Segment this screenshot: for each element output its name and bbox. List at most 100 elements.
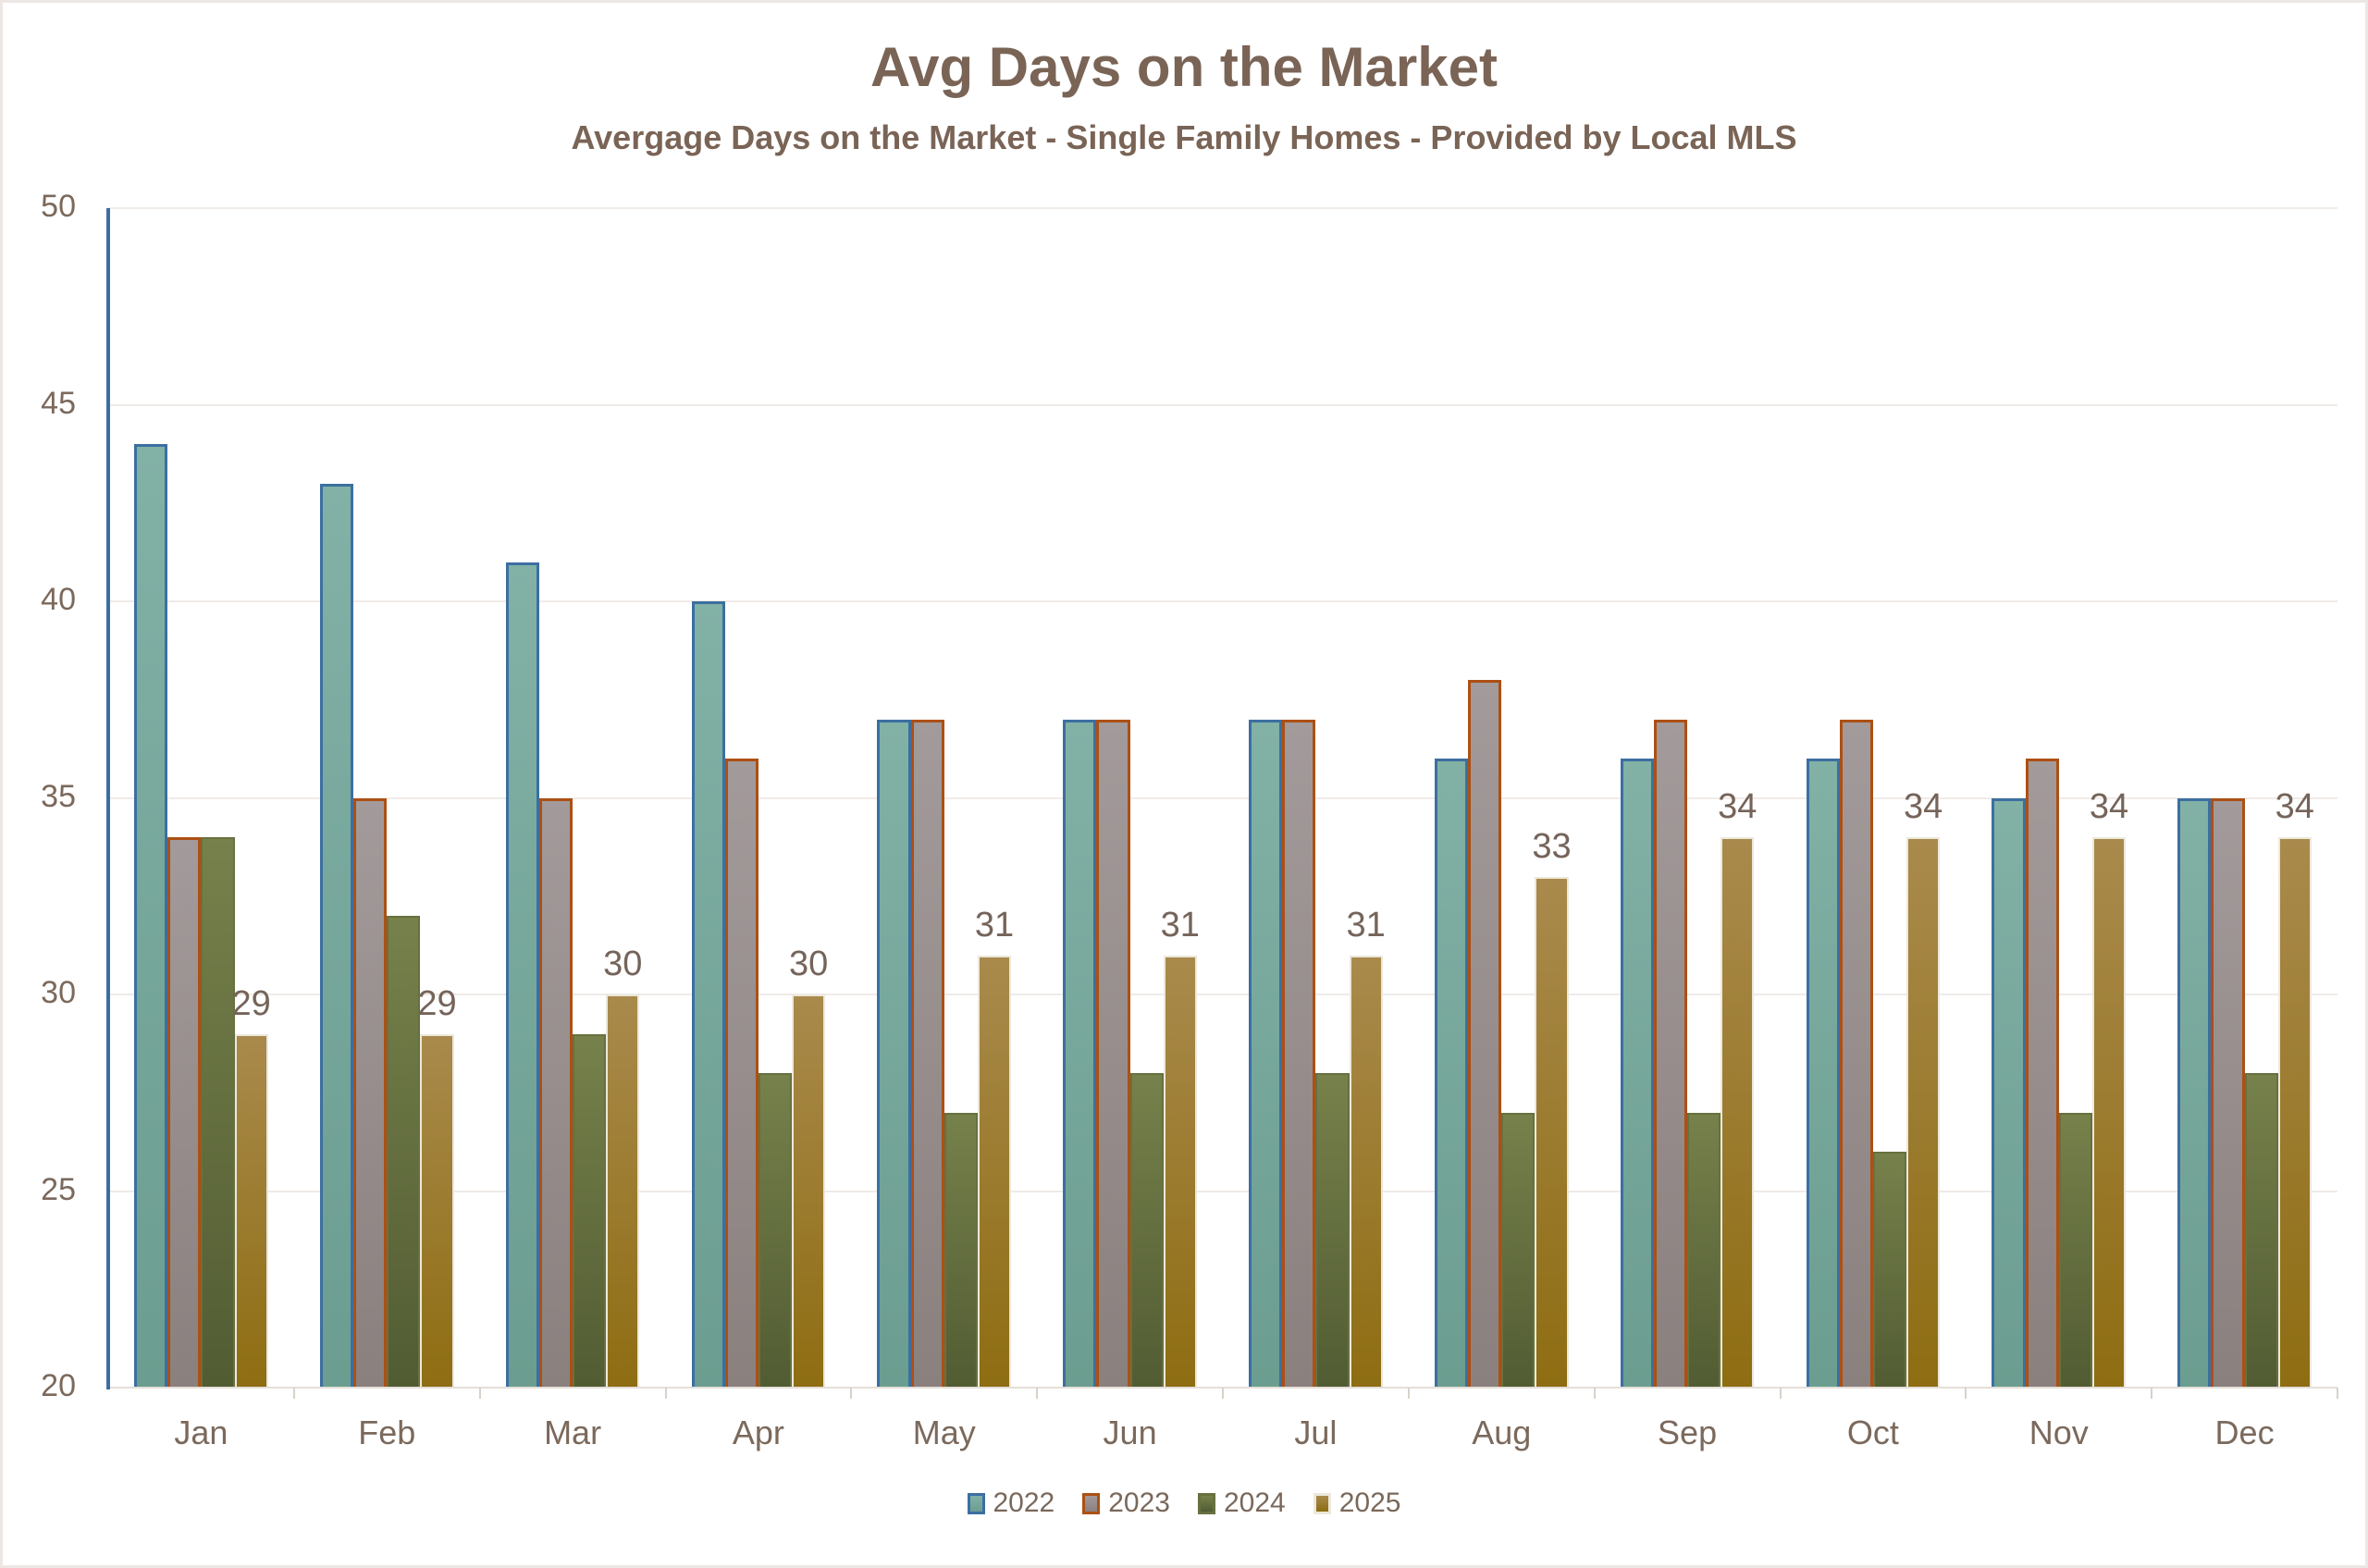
bar-2024-jun	[1129, 1073, 1164, 1388]
data-label-2025-sep: 34	[1718, 787, 1758, 826]
bar-2023-may	[910, 719, 944, 1388]
bar-2022-jan	[134, 444, 168, 1388]
x-axis-label-aug: Aug	[1472, 1414, 1532, 1451]
bar-2024-feb	[387, 916, 421, 1388]
data-label-2025-dec: 34	[2275, 787, 2314, 826]
bar-2025-sep	[1720, 837, 1755, 1388]
data-label-2025-jun: 31	[1160, 905, 1200, 945]
y-axis-line	[106, 208, 110, 1389]
bar-2025-nov	[2091, 837, 2127, 1388]
bar-2023-sep	[1653, 719, 1688, 1388]
legend-item-2024: 2024	[1198, 1488, 1286, 1519]
legend-item-2022: 2022	[967, 1488, 1055, 1519]
chart-subtitle: Avergage Days on the Market - Single Fam…	[571, 118, 1797, 156]
bar-2024-may	[944, 1112, 978, 1388]
x-axis-label-oct: Oct	[1846, 1414, 1899, 1451]
y-axis-label-45: 45	[41, 385, 76, 421]
bar-2022-may	[877, 719, 911, 1388]
bar-2025-dec	[2277, 837, 2312, 1388]
data-label-2025-oct: 34	[1904, 787, 1943, 826]
x-tickmark	[1593, 1388, 1596, 1399]
y-axis-label-50: 50	[41, 189, 76, 224]
data-label-2025-jan: 29	[231, 983, 271, 1023]
x-tickmark	[1407, 1388, 1410, 1399]
bar-2025-jul	[1349, 955, 1383, 1388]
data-label-2025-may: 31	[974, 905, 1015, 945]
legend-item-2025: 2025	[1313, 1488, 1401, 1519]
bar-2023-aug	[1468, 680, 1502, 1388]
bar-2023-apr	[724, 759, 758, 1388]
bar-2024-mar	[573, 1033, 607, 1388]
bar-2022-nov	[1992, 797, 2026, 1388]
data-label-2025-feb: 29	[417, 983, 457, 1023]
x-tickmark	[1779, 1388, 1782, 1399]
data-label-2025-mar: 30	[603, 945, 643, 983]
bar-2022-oct	[1806, 759, 1840, 1388]
bar-2023-mar	[538, 797, 574, 1388]
bar-2025-jun	[1163, 955, 1197, 1388]
bar-2023-jun	[1096, 719, 1130, 1388]
bar-2024-jan	[201, 837, 235, 1388]
bar-2024-aug	[1501, 1112, 1536, 1388]
y-axis-label-25: 25	[41, 1171, 76, 1207]
bar-2025-mar	[606, 994, 640, 1388]
x-tickmark	[292, 1388, 295, 1399]
x-axis-label-dec: Dec	[2214, 1414, 2275, 1451]
bar-2022-jun	[1063, 719, 1097, 1388]
bar-2023-jul	[1282, 719, 1316, 1388]
gridline-50	[108, 207, 2337, 209]
bar-2025-aug	[1535, 876, 1569, 1388]
legend: 2022 2023 2024 2025	[0, 1488, 2368, 1519]
bar-2023-dec	[2211, 797, 2245, 1388]
legend-swatch-2023	[1082, 1492, 1101, 1514]
x-tickmark	[2337, 1388, 2338, 1399]
x-tickmark	[664, 1388, 667, 1399]
x-axis-label-sep: Sep	[1658, 1414, 1718, 1451]
legend-swatch-2024	[1198, 1492, 1215, 1514]
gridline-30	[108, 994, 2337, 995]
x-axis-label-apr: Apr	[732, 1414, 784, 1451]
bar-2024-dec	[2244, 1073, 2278, 1388]
legend-label-2022: 2022	[993, 1488, 1055, 1518]
data-label-2025-jul: 31	[1346, 905, 1386, 945]
bar-2022-dec	[2177, 797, 2212, 1388]
data-label-2025-aug: 33	[1532, 826, 1572, 866]
x-axis-label-mar: Mar	[544, 1414, 602, 1451]
legend-label-2024: 2024	[1224, 1488, 1286, 1518]
bar-2025-feb	[420, 1033, 454, 1388]
x-axis-label-jan: Jan	[174, 1414, 228, 1451]
y-axis-label-20: 20	[41, 1368, 76, 1403]
bar-2022-mar	[505, 562, 539, 1388]
bar-2025-may	[977, 955, 1012, 1388]
bar-2024-apr	[758, 1073, 793, 1388]
bar-2025-apr	[792, 994, 826, 1388]
bar-2023-jan	[167, 837, 202, 1388]
x-axis-label-nov: Nov	[2029, 1414, 2089, 1451]
x-axis-label-jun: Jun	[1103, 1414, 1157, 1451]
bar-2022-aug	[1434, 759, 1469, 1388]
legend-swatch-2022	[967, 1492, 985, 1514]
x-tickmark	[850, 1388, 853, 1399]
gridline-25	[108, 1190, 2337, 1192]
legend-swatch-2025	[1313, 1492, 1331, 1514]
bar-2025-oct	[1906, 837, 1941, 1388]
y-axis-label-35: 35	[41, 778, 76, 814]
x-tickmark	[1965, 1388, 1967, 1399]
data-label-2025-apr: 30	[789, 945, 829, 983]
x-tickmark	[2151, 1388, 2153, 1399]
gridline-40	[108, 600, 2337, 602]
gridline-45	[108, 403, 2337, 406]
bar-2022-feb	[319, 483, 354, 1388]
bar-2023-feb	[353, 797, 388, 1388]
x-axis-label-feb: Feb	[358, 1414, 416, 1451]
bar-2024-sep	[1687, 1112, 1721, 1388]
x-axis-label-may: May	[912, 1414, 976, 1451]
bar-2024-jul	[1315, 1073, 1350, 1388]
bar-2023-oct	[1839, 719, 1873, 1388]
bar-2023-nov	[2025, 759, 2059, 1388]
y-axis-label-40: 40	[41, 582, 76, 617]
bar-2024-nov	[2058, 1112, 2092, 1388]
y-axis-label-30: 30	[41, 975, 76, 1010]
bar-2024-oct	[1872, 1152, 1907, 1388]
